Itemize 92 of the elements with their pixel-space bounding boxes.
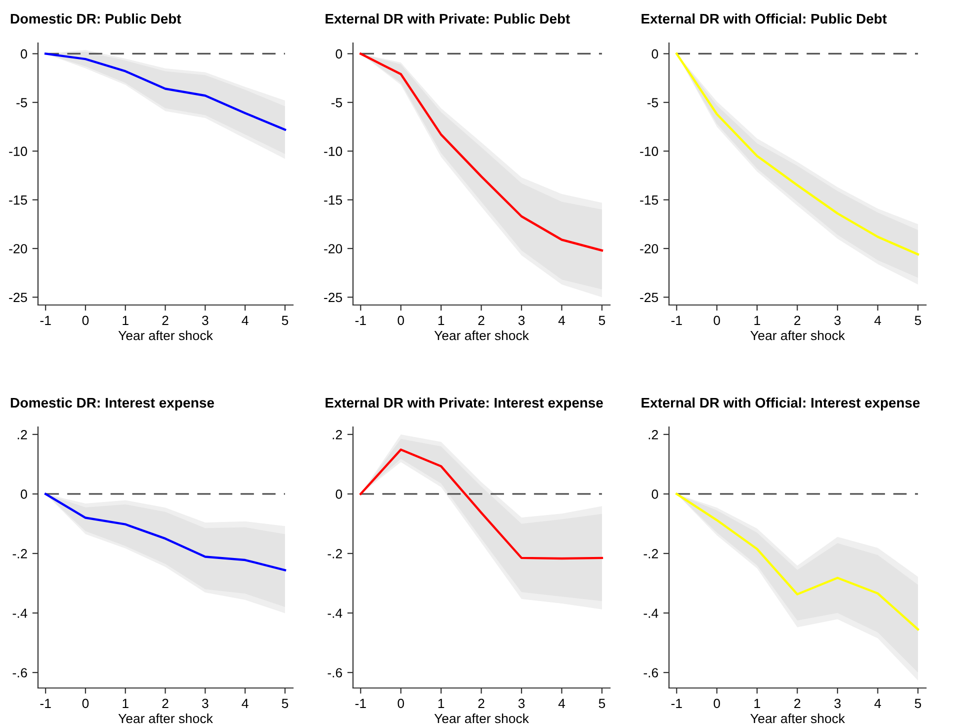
x-tick-label: 1 [754,316,760,325]
x-tick-label: 3 [202,316,208,326]
y-tick-label: 0 [20,49,28,59]
y-tick-label: .2 [332,430,342,440]
x-tick-label: 3 [834,698,841,708]
chart-title: External DR with Private: Interest expense [326,397,603,410]
y-tick-label: -.6 [12,668,28,678]
x-tick-label: -1 [355,698,366,708]
y-tick-label: -15 [324,196,342,205]
chart-title: External DR with Official: Interest expense [642,397,920,410]
x-tick-label: 4 [242,698,248,708]
y-tick-label: -5 [647,98,658,108]
y-tick-label: -20 [9,244,28,254]
x-tick-label: 4 [874,698,882,708]
x-tick-label: 2 [478,698,484,708]
y-tick-label: -.6 [328,668,342,678]
x-tick-label: 2 [478,316,484,325]
y-tick-label: -.4 [644,608,658,618]
line-series [44,52,286,131]
x-tick-label: 3 [202,698,208,708]
x-tick-label: 2 [162,316,168,325]
y-tick-label: 0 [336,490,342,499]
x-tick-label: 5 [282,698,288,708]
x-tick-label: -1 [40,698,51,708]
x-tick-label: 3 [834,316,841,326]
line-series [676,492,920,630]
x-axis-title: Year after shock [118,713,213,724]
x-axis-title: Year after shock [750,713,845,724]
y-tick-label: 0 [336,49,342,59]
chart-title: External DR with Official: Public Debt [642,13,887,24]
y-tick-label: -25 [9,292,28,302]
x-tick-label: -1 [671,316,682,325]
x-tick-label: 0 [82,316,89,326]
y-tick-label: .2 [648,430,658,440]
x-tick-label: 4 [558,316,566,325]
y-tick-label: -20 [640,244,658,254]
y-tick-label: 0 [20,490,28,499]
x-tick-label: 0 [398,698,404,708]
y-tick-label: -.2 [644,549,658,558]
x-tick-label: 0 [714,316,720,326]
y-tick-label: -.2 [12,549,27,558]
x-tick-label: 2 [794,698,800,708]
chart-title: Domestic DR: Public Debt [10,13,182,24]
chart-title: External DR with Private: Public Debt [326,13,570,24]
x-tick-label: 5 [598,316,606,326]
x-tick-label: 4 [242,316,248,325]
x-tick-label: -1 [671,698,682,708]
y-tick-label: -.4 [12,608,28,618]
x-tick-label: 0 [714,698,720,708]
y-tick-label: -5 [16,98,28,108]
x-tick-label: 1 [122,316,128,325]
y-tick-label: -25 [324,292,342,302]
x-tick-label: 3 [518,316,525,326]
y-tick-label: 0 [652,49,658,59]
x-tick-label: 5 [282,316,288,326]
y-tick-label: -10 [640,146,658,156]
line-series [44,492,286,572]
x-tick-label: 0 [398,316,404,326]
x-tick-label: 1 [438,698,444,708]
line-series [360,52,604,252]
x-axis-title: Year after shock [434,330,529,340]
x-tick-label: -1 [355,316,366,325]
y-tick-label: 0 [652,490,658,499]
y-tick-label: -10 [9,146,28,156]
x-tick-label: 3 [518,698,525,708]
line-series [360,448,604,560]
x-tick-label: 2 [794,316,800,325]
x-tick-label: 2 [162,698,168,708]
x-tick-label: 0 [82,698,89,708]
y-tick-label: -.4 [328,608,342,618]
y-tick-label: -25 [640,292,658,302]
y-tick-label: -.6 [644,668,658,678]
x-tick-label: 1 [754,698,760,708]
x-axis-title: Year after shock [118,330,213,340]
y-tick-label: -15 [640,196,658,205]
x-axis-title: Year after shock [434,713,529,724]
y-tick-label: .2 [18,430,27,440]
x-tick-label: 1 [438,316,444,325]
x-tick-label: 5 [914,698,922,708]
x-tick-label: 1 [122,698,128,708]
y-tick-label: -5 [331,98,342,108]
chart-title: Domestic DR: Interest expense [10,397,214,410]
x-axis-title: Year after shock [750,330,845,340]
y-tick-label: -10 [324,146,342,156]
x-tick-label: -1 [40,316,51,325]
y-tick-label: -20 [324,244,342,254]
x-tick-label: 5 [598,698,606,708]
x-tick-label: 4 [558,698,566,708]
y-tick-label: -15 [9,196,28,205]
x-tick-label: 4 [874,316,882,325]
x-tick-label: 5 [914,316,922,326]
y-tick-label: -.2 [328,549,342,558]
